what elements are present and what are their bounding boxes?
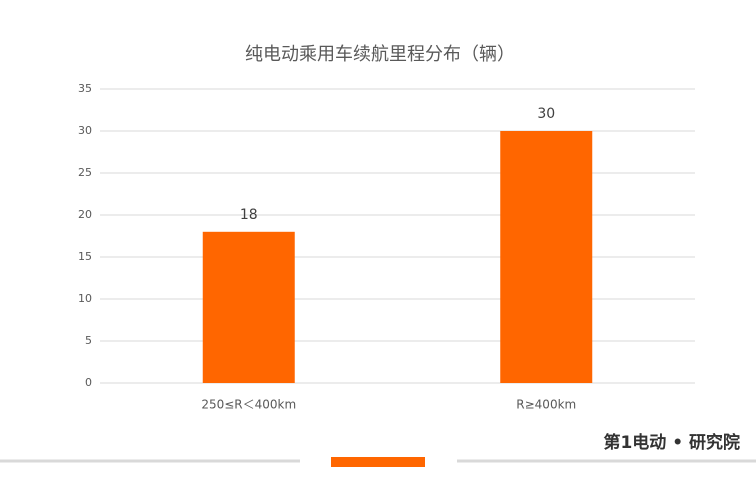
y-tick-label: 25 bbox=[78, 166, 92, 179]
chart-title: 纯电动乘用车续航里程分布（辆） bbox=[245, 44, 515, 65]
data-label: 18 bbox=[240, 207, 258, 223]
x-tick-label: 250≤R＜400km bbox=[201, 398, 296, 412]
y-tick-label: 35 bbox=[78, 82, 92, 95]
y-tick-label: 15 bbox=[78, 250, 92, 263]
x-tick-label: R≥400km bbox=[516, 398, 576, 412]
data-label: 30 bbox=[537, 106, 555, 122]
y-tick-label: 5 bbox=[85, 334, 92, 347]
bar bbox=[500, 131, 593, 383]
y-tick-label: 20 bbox=[78, 208, 92, 221]
y-tick-label: 0 bbox=[85, 376, 92, 389]
brand-logo: 第1电动 • 研究院 bbox=[603, 432, 740, 453]
footer-accent bbox=[331, 457, 425, 467]
y-tick-label: 10 bbox=[78, 292, 92, 305]
y-tick-label: 30 bbox=[78, 124, 92, 137]
bar bbox=[202, 231, 295, 383]
